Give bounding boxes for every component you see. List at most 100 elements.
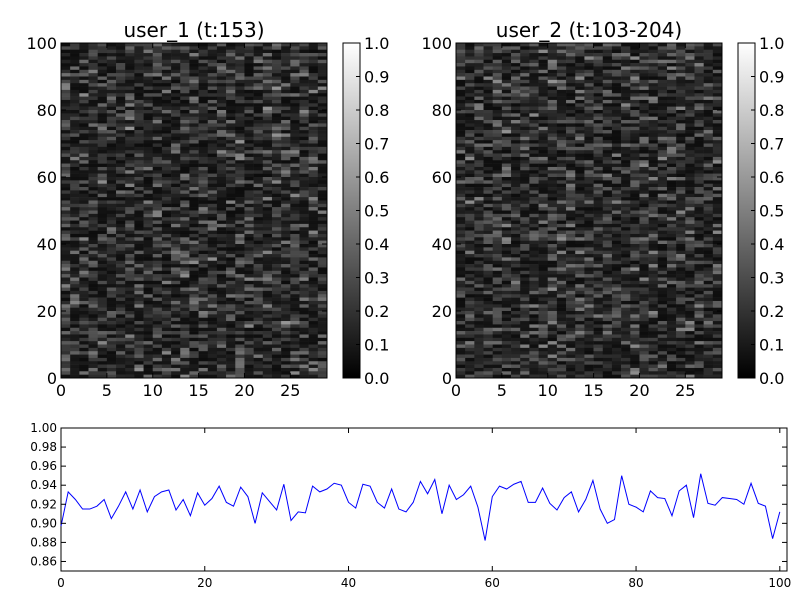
heatmap-cell (712, 73, 723, 77)
heatmap-cell (207, 351, 218, 355)
heatmap-cell (235, 307, 245, 312)
heatmap-cell (226, 290, 236, 295)
heatmap-cell (106, 361, 117, 365)
heatmap-cell (134, 116, 144, 121)
heatmap-cell (630, 244, 640, 248)
heatmap-cell (566, 207, 576, 211)
heatmap-cell (290, 317, 300, 322)
heatmap-cell (492, 240, 503, 245)
heatmap-cell (88, 103, 98, 107)
heatmap-cell (602, 190, 613, 195)
heatmap-cell (584, 237, 594, 241)
heatmap-cell (161, 367, 172, 372)
heatmap-cell (143, 297, 154, 302)
heatmap-cell (152, 93, 163, 97)
heatmap-cell (676, 213, 686, 218)
heatmap-cell (492, 49, 503, 54)
heatmap-cell (70, 290, 80, 295)
heatmap-cell (189, 240, 199, 245)
heatmap-cell (602, 203, 613, 208)
heatmap-cell (143, 173, 154, 178)
heatmap-cell (216, 93, 227, 97)
heatmap-cell (244, 233, 254, 238)
heatmap-cell (125, 247, 135, 251)
heatmap-cell (648, 233, 659, 238)
heatmap-cell (88, 110, 98, 114)
heatmap-cell (639, 103, 649, 107)
heatmap-cell (648, 86, 659, 91)
heatmap-cell (538, 237, 549, 241)
heatmap-cell (61, 227, 71, 231)
heatmap-cell (70, 260, 80, 265)
heatmap-cell (70, 173, 80, 178)
heatmap-cell (161, 160, 172, 164)
heatmap-cell (79, 177, 89, 181)
heatmap-cell (253, 274, 264, 278)
heatmap-cell (143, 170, 154, 174)
heatmap-cell (317, 374, 328, 379)
heatmap-cell (88, 240, 98, 245)
heatmap-cell (226, 116, 236, 121)
heatmap-cell (529, 146, 539, 151)
heatmap-cell (143, 163, 154, 168)
heatmap-cell (694, 173, 704, 178)
heatmap-cell (97, 143, 108, 148)
heatmap-cell (207, 233, 218, 238)
heatmap-cell (207, 163, 218, 168)
heatmap-cell (79, 213, 89, 218)
heatmap-cell (501, 146, 512, 151)
heatmap-cell (556, 177, 567, 181)
heatmap-cell (88, 297, 98, 302)
heatmap-cell (226, 180, 236, 184)
heatmap-cell (226, 200, 236, 205)
heatmap-cell (694, 210, 704, 215)
heatmap-cell (308, 46, 319, 50)
heatmap-cell (262, 46, 273, 50)
heatmap-cell (180, 183, 190, 188)
heatmap-cell (244, 277, 254, 282)
heatmap-cell (189, 106, 199, 111)
heatmap-cell (171, 96, 181, 101)
heatmap-cell (575, 116, 585, 121)
heatmap-cell (703, 240, 714, 245)
heatmap-cell (308, 153, 319, 158)
heatmap-cell (676, 267, 686, 272)
heatmap-cell (271, 166, 282, 171)
heatmap-cell (235, 103, 245, 107)
heatmap-cell (180, 130, 190, 134)
heatmap-cell (262, 264, 273, 268)
heatmap-cell (207, 341, 218, 345)
heatmap-cell (226, 207, 236, 211)
heatmap-cell (79, 290, 89, 295)
heatmap-cell (226, 217, 236, 221)
heatmap-cell (575, 93, 585, 97)
heatmap-cell (180, 103, 190, 107)
heatmap-cell (198, 83, 209, 87)
heatmap-cell (593, 180, 604, 184)
heatmap-cell (290, 257, 300, 262)
heatmap-cell (621, 83, 631, 87)
heatmap-cell (317, 351, 328, 355)
heatmap-cell (556, 96, 567, 101)
heatmap-cell (575, 153, 585, 158)
heatmap-cell (180, 153, 190, 158)
heatmap-cell (262, 76, 273, 81)
heatmap-cell (106, 364, 117, 369)
heatmap-cell (538, 267, 549, 272)
heatmap-cell (492, 217, 503, 221)
x-tick-label: 25 (280, 381, 300, 400)
heatmap-cell (483, 213, 493, 218)
heatmap-cell (584, 190, 594, 195)
heatmap-cell (106, 334, 117, 339)
heatmap-cell (492, 270, 503, 275)
heatmap-cell (299, 223, 309, 228)
heatmap-cell (666, 153, 677, 158)
heatmap-cell (648, 240, 659, 245)
heatmap-cell (171, 264, 181, 268)
heatmap-cell (207, 110, 218, 114)
heatmap-cell (106, 69, 117, 74)
heatmap-cell (712, 190, 723, 195)
heatmap-cell (198, 56, 209, 61)
heatmap-cell (88, 357, 98, 362)
heatmap-cell (456, 217, 466, 221)
